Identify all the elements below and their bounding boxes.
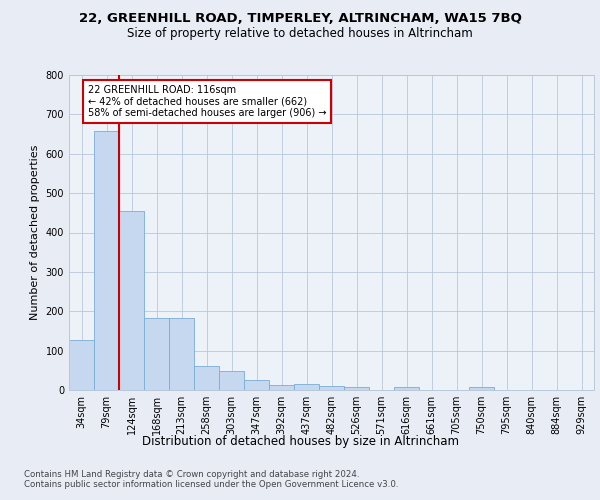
Text: Size of property relative to detached houses in Altrincham: Size of property relative to detached ho… [127, 28, 473, 40]
Bar [169, 318, 194, 390]
Text: Contains HM Land Registry data © Crown copyright and database right 2024.
Contai: Contains HM Land Registry data © Crown c… [24, 470, 398, 490]
Bar [344, 387, 369, 390]
Text: Distribution of detached houses by size in Altrincham: Distribution of detached houses by size … [142, 435, 458, 448]
Bar [94, 132, 119, 390]
Bar [469, 387, 494, 390]
Bar [269, 386, 294, 390]
Bar [194, 366, 219, 390]
Bar [119, 211, 144, 390]
Text: 22 GREENHILL ROAD: 116sqm
← 42% of detached houses are smaller (662)
58% of semi: 22 GREENHILL ROAD: 116sqm ← 42% of detac… [88, 85, 326, 118]
Bar [294, 384, 319, 390]
Bar [219, 372, 244, 390]
Bar [244, 380, 269, 390]
Y-axis label: Number of detached properties: Number of detached properties [30, 145, 40, 320]
Bar [144, 318, 169, 390]
Bar [319, 386, 344, 390]
Bar [394, 387, 419, 390]
Text: 22, GREENHILL ROAD, TIMPERLEY, ALTRINCHAM, WA15 7BQ: 22, GREENHILL ROAD, TIMPERLEY, ALTRINCHA… [79, 12, 521, 26]
Bar [69, 340, 94, 390]
